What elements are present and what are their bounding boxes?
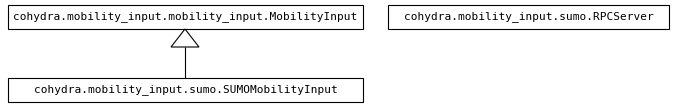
Bar bbox=[388, 5, 669, 29]
Text: cohydra.mobility_input.sumo.SUMOMobilityInput: cohydra.mobility_input.sumo.SUMOMobility… bbox=[34, 85, 337, 95]
Bar bbox=[8, 5, 363, 29]
Polygon shape bbox=[171, 29, 199, 47]
Text: cohydra.mobility_input.sumo.RPCServer: cohydra.mobility_input.sumo.RPCServer bbox=[403, 12, 653, 22]
Text: cohydra.mobility_input.mobility_input.MobilityInput: cohydra.mobility_input.mobility_input.Mo… bbox=[14, 12, 357, 22]
Bar bbox=[8, 78, 363, 102]
